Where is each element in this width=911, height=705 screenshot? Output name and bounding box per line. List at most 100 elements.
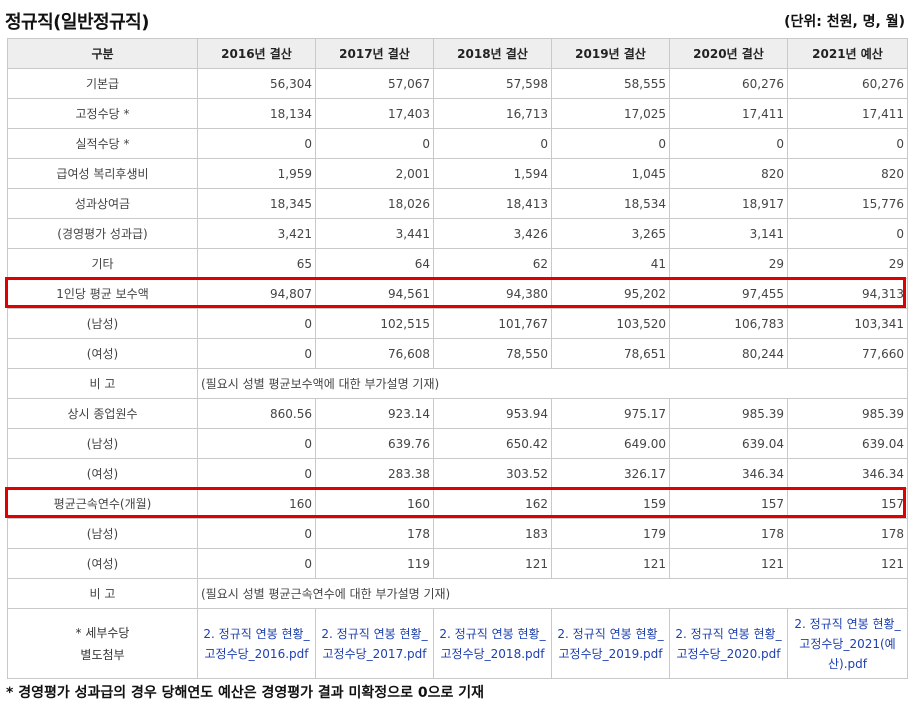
cell-value: 106,783: [669, 308, 788, 339]
cell-value: 985.39: [669, 398, 788, 429]
cell-value: 3,421: [197, 218, 316, 249]
row-label: (여성): [7, 548, 198, 579]
row-label: 상시 종업원수: [7, 398, 198, 429]
table-row: 급여성 복리후생비 1,959 2,001 1,594 1,045 820 820: [7, 158, 908, 189]
cell-value: 3,426: [433, 218, 552, 249]
cell-value: 639.04: [669, 428, 788, 459]
cell-value: 160: [197, 488, 316, 519]
cell-value: 303.52: [433, 458, 552, 489]
row-label: 기본급: [7, 68, 198, 99]
cell-value: 78,651: [551, 338, 670, 369]
cell-value: 56,304: [197, 68, 316, 99]
cell-value: 29: [787, 248, 908, 279]
attachment-link[interactable]: 2. 정규직 연봉 현황_고정수당_2018.pdf: [439, 626, 546, 661]
page-header: 정규직(일반정규직) (단위: 천원, 명, 월): [5, 6, 905, 34]
attachment-link[interactable]: 2. 정규직 연봉 현황_고정수당_2019.pdf: [557, 626, 664, 661]
cell-value: 923.14: [315, 398, 434, 429]
cell-value: 64: [315, 248, 434, 279]
cell-value: 94,807: [197, 278, 316, 309]
row-label: 평균근속연수(개월): [7, 488, 198, 519]
cell-value: 179: [551, 518, 670, 549]
cell-value: 3,141: [669, 218, 788, 249]
attachment-cell: 2. 정규직 연봉 현황_고정수당_2021(예산).pdf: [787, 608, 908, 679]
cell-value: 60,276: [669, 68, 788, 99]
attachment-cell: 2. 정규직 연봉 현황_고정수당_2019.pdf: [551, 608, 670, 679]
attachment-link[interactable]: 2. 정규직 연봉 현황_고정수당_2016.pdf: [203, 626, 310, 661]
column-header: 2017년 결산: [315, 38, 434, 69]
cell-value: 76,608: [315, 338, 434, 369]
row-label: 실적수당 *: [7, 128, 198, 159]
cell-value: 639.76: [315, 428, 434, 459]
table-row: (여성) 0 76,608 78,550 78,651 80,244 77,660: [7, 338, 908, 369]
cell-value: 0: [197, 458, 316, 489]
cell-value: 159: [551, 488, 670, 519]
cell-value: 183: [433, 518, 552, 549]
cell-value: 65: [197, 248, 316, 279]
cell-value: 0: [197, 338, 316, 369]
cell-value: 94,313: [787, 278, 908, 309]
attachment-cell: 2. 정규직 연봉 현황_고정수당_2016.pdf: [197, 608, 316, 679]
attachment-link[interactable]: 2. 정규직 연봉 현황_고정수당_2021(예산).pdf: [794, 616, 901, 671]
table-row: 평균근속연수(개월) 160 160 162 159 157 157: [7, 488, 908, 519]
cell-value: 2,001: [315, 158, 434, 189]
column-header: 2020년 결산: [669, 38, 788, 69]
cell-value: 60,276: [787, 68, 908, 99]
note-label: 비 고: [7, 368, 198, 399]
page-title: 정규직(일반정규직): [5, 12, 149, 33]
note-text: (필요시 성별 평균보수액에 대한 부가설명 기재): [197, 368, 908, 399]
cell-value: 29: [669, 248, 788, 279]
cell-value: 650.42: [433, 428, 552, 459]
table-row: (여성) 0 283.38 303.52 326.17 346.34 346.34: [7, 458, 908, 489]
cell-value: 1,045: [551, 158, 670, 189]
cell-value: 18,917: [669, 188, 788, 219]
cell-value: 18,534: [551, 188, 670, 219]
column-header: 2018년 결산: [433, 38, 552, 69]
cell-value: 0: [197, 128, 316, 159]
row-label: (경영평가 성과급): [7, 218, 198, 249]
cell-value: 178: [787, 518, 908, 549]
cell-value: 97,455: [669, 278, 788, 309]
attachment-cell: 2. 정규직 연봉 현황_고정수당_2017.pdf: [315, 608, 434, 679]
row-label: 성과상여금: [7, 188, 198, 219]
table-row: (남성) 0 178 183 179 178 178: [7, 518, 908, 549]
table-header-row: 구분 2016년 결산 2017년 결산 2018년 결산 2019년 결산 2…: [7, 38, 908, 69]
cell-value: 80,244: [669, 338, 788, 369]
cell-value: 18,345: [197, 188, 316, 219]
column-header: 2019년 결산: [551, 38, 670, 69]
cell-value: 3,441: [315, 218, 434, 249]
attachment-link[interactable]: 2. 정규직 연봉 현황_고정수당_2020.pdf: [675, 626, 782, 661]
cell-value: 78,550: [433, 338, 552, 369]
cell-value: 0: [787, 128, 908, 159]
cell-value: 103,520: [551, 308, 670, 339]
cell-value: 178: [669, 518, 788, 549]
cell-value: 985.39: [787, 398, 908, 429]
table-row: 성과상여금 18,345 18,026 18,413 18,534 18,917 15,77…: [7, 188, 908, 219]
cell-value: 121: [787, 548, 908, 579]
cell-value: 975.17: [551, 398, 670, 429]
cell-value: 18,413: [433, 188, 552, 219]
table-row: 실적수당 * 0 0 0 0 0 0: [7, 128, 908, 159]
cell-value: 639.04: [787, 428, 908, 459]
table-row: 기본급 56,304 57,067 57,598 58,555 60,276 60,276: [7, 68, 908, 99]
attachment-link[interactable]: 2. 정규직 연봉 현황_고정수당_2017.pdf: [321, 626, 428, 661]
cell-value: 101,767: [433, 308, 552, 339]
table-row: (경영평가 성과급) 3,421 3,441 3,426 3,265 3,141 0: [7, 218, 908, 249]
column-header: 2021년 예산: [787, 38, 908, 69]
cell-value: 283.38: [315, 458, 434, 489]
cell-value: 17,411: [669, 98, 788, 129]
note-text: (필요시 성별 평균근속연수에 대한 부가설명 기재): [197, 578, 908, 609]
attachments-row: * 세부수당 별도첨부 2. 정규직 연봉 현황_고정수당_2016.pdf 2. 정…: [7, 608, 908, 679]
cell-value: 41: [551, 248, 670, 279]
cell-value: 160: [315, 488, 434, 519]
attachment-cell: 2. 정규직 연봉 현황_고정수당_2020.pdf: [669, 608, 788, 679]
cell-value: 178: [315, 518, 434, 549]
cell-value: 121: [551, 548, 670, 579]
salary-table: 구분 2016년 결산 2017년 결산 2018년 결산 2019년 결산 2…: [7, 38, 908, 679]
attachments-label-line: 별도첨부: [80, 647, 125, 662]
cell-value: 121: [669, 548, 788, 579]
attachments-label-line: * 세부수당: [75, 625, 130, 640]
note-row: 비 고 (필요시 성별 평균보수액에 대한 부가설명 기재): [7, 368, 908, 399]
cell-value: 0: [551, 128, 670, 159]
row-label: (여성): [7, 338, 198, 369]
